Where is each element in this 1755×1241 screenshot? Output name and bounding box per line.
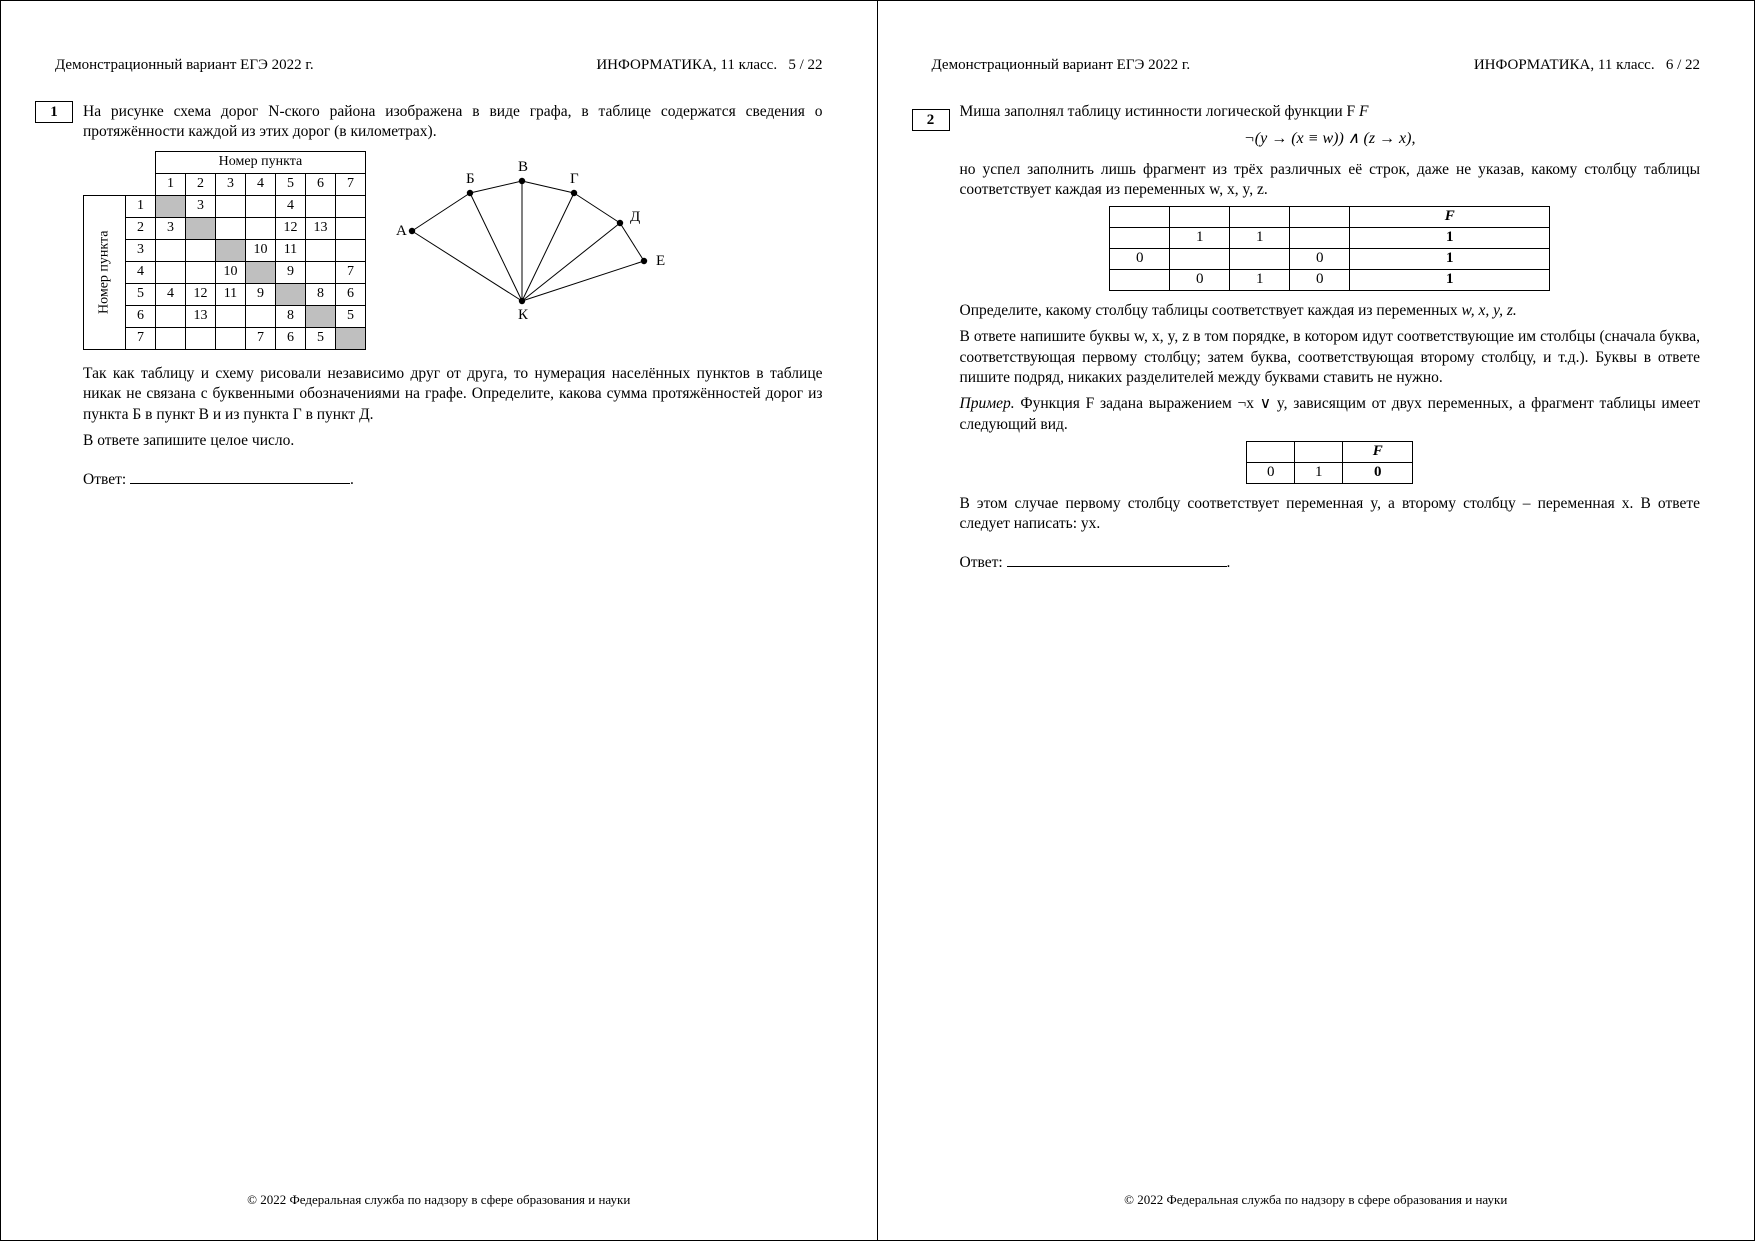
- q2-example: Пример. Функция F задана выражением ¬x ∨…: [960, 394, 1701, 435]
- q2-content: Миша заполнял таблицу истинности логичес…: [960, 102, 1701, 573]
- answer-blank[interactable]: [130, 470, 350, 484]
- q2-para2: но успел заполнить лишь фрагмент из трёх…: [960, 160, 1701, 201]
- q1-para3: В ответе запишите целое число.: [83, 431, 823, 451]
- footer-left: © 2022 Федеральная служба по надзору в с…: [1, 1192, 877, 1208]
- question-number-box: 2: [912, 109, 950, 131]
- svg-text:В: В: [518, 159, 528, 175]
- page-spread: Демонстрационный вариант ЕГЭ 2022 г. ИНФ…: [0, 0, 1755, 1241]
- q1-intro: На рисунке схема дорог N-ского района из…: [83, 102, 823, 143]
- svg-text:Е: Е: [656, 253, 665, 269]
- page-left: Демонстрационный вариант ЕГЭ 2022 г. ИНФ…: [0, 0, 878, 1241]
- truth-table-main: F1110010101: [1109, 206, 1550, 290]
- q2-para4: В ответе напишите буквы w, x, y, z в том…: [960, 327, 1701, 388]
- footer-right: © 2022 Федеральная служба по надзору в с…: [878, 1192, 1755, 1208]
- q2-example-tail: В этом случае первому столбцу соответств…: [960, 494, 1701, 535]
- header-title: Демонстрационный вариант ЕГЭ 2022 г.: [932, 57, 1191, 74]
- q2-formula: ¬(y → (x ≡ w)) ∧ (z → x),: [960, 128, 1701, 149]
- header-right: Демонстрационный вариант ЕГЭ 2022 г. ИНФ…: [932, 57, 1701, 74]
- answer-line: Ответ: .: [83, 470, 823, 490]
- svg-text:Б: Б: [466, 171, 475, 187]
- q1-content: На рисунке схема дорог N-ского района из…: [83, 102, 823, 490]
- q2-para3: Определите, какому столбцу таблицы соотв…: [960, 301, 1701, 321]
- svg-text:К: К: [518, 307, 529, 323]
- svg-text:А: А: [396, 223, 407, 239]
- q1-para2: Так как таблицу и схему рисовали независ…: [83, 364, 823, 425]
- q1-figure-row: Номер пункта1234567Номер пункта134231213…: [83, 151, 823, 350]
- road-graph: А Б В Г Д Е К: [392, 151, 672, 331]
- svg-text:Г: Г: [570, 171, 579, 187]
- q2-intro: Миша заполнял таблицу истинности логичес…: [960, 102, 1701, 122]
- header-title: Демонстрационный вариант ЕГЭ 2022 г.: [55, 57, 314, 74]
- svg-text:Д: Д: [630, 209, 640, 225]
- question-number-box: 1: [35, 101, 73, 123]
- answer-line: Ответ: .: [960, 553, 1701, 573]
- page-right: Демонстрационный вариант ЕГЭ 2022 г. ИНФ…: [878, 0, 1755, 1241]
- header-meta: ИНФОРМАТИКА, 11 класс. 6 / 22: [1474, 57, 1700, 74]
- truth-table-example: F010: [1246, 441, 1413, 484]
- distance-table: Номер пункта1234567Номер пункта134231213…: [83, 151, 366, 350]
- header-meta: ИНФОРМАТИКА, 11 класс. 5 / 22: [596, 57, 822, 74]
- answer-blank[interactable]: [1007, 553, 1227, 567]
- header-left: Демонстрационный вариант ЕГЭ 2022 г. ИНФ…: [55, 57, 823, 74]
